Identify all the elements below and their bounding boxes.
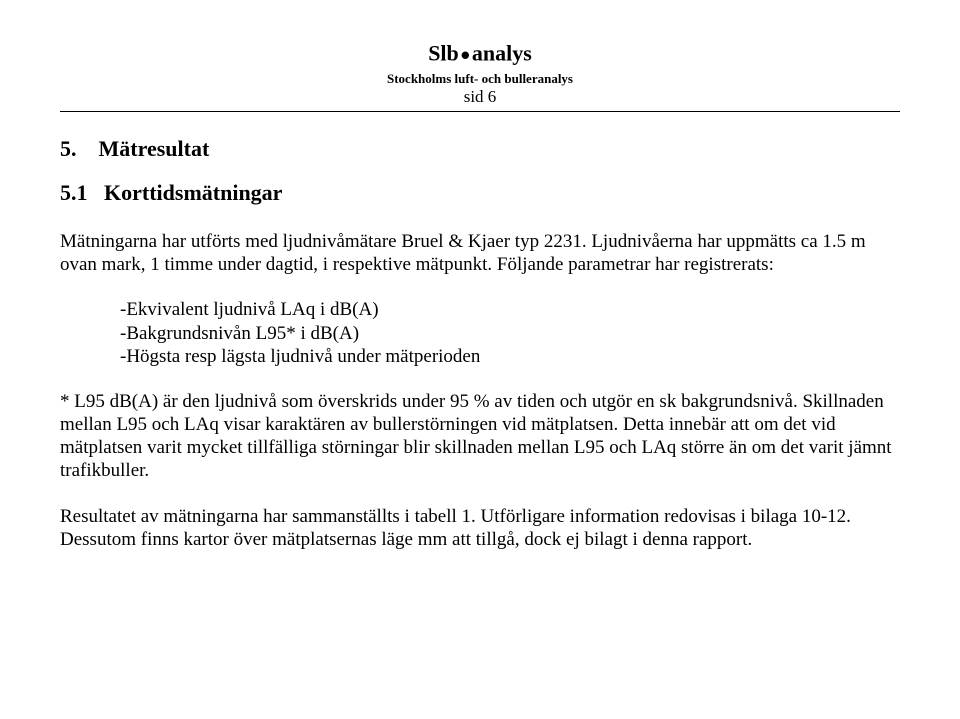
section-number: 5. [60, 136, 77, 161]
subsection-number: 5.1 [60, 180, 88, 205]
header-title-right: analys [472, 41, 532, 66]
header-title-left: Slb [428, 41, 459, 66]
header-subtitle: Stockholms luft- och bulleranalys [60, 71, 900, 87]
list-item: -Ekvivalent ljudnivå LAq i dB(A) [120, 298, 900, 321]
section-title: Mätresultat [99, 136, 210, 161]
paragraph-1: Mätningarna har utförts med ljudnivåmäta… [60, 230, 900, 276]
section-heading: 5. Mätresultat [60, 136, 900, 162]
parameter-list: -Ekvivalent ljudnivå LAq i dB(A) -Bakgru… [120, 298, 900, 368]
paragraph-2: * L95 dB(A) är den ljudnivå som överskri… [60, 390, 900, 483]
bullet-icon: • [461, 40, 470, 70]
list-item: -Högsta resp lägsta ljudnivå under mätpe… [120, 345, 900, 368]
list-item: -Bakgrundsnivån L95* i dB(A) [120, 322, 900, 345]
page-number: sid 6 [60, 87, 900, 107]
header-title: Slb•analys [60, 40, 900, 71]
page-header: Slb•analys Stockholms luft- och bulleran… [60, 40, 900, 107]
subsection-heading: 5.1 Korttidsmätningar [60, 180, 900, 206]
header-rule [60, 111, 900, 112]
subsection-title: Korttidsmätningar [104, 180, 282, 205]
paragraph-3: Resultatet av mätningarna har sammanstäl… [60, 505, 900, 551]
